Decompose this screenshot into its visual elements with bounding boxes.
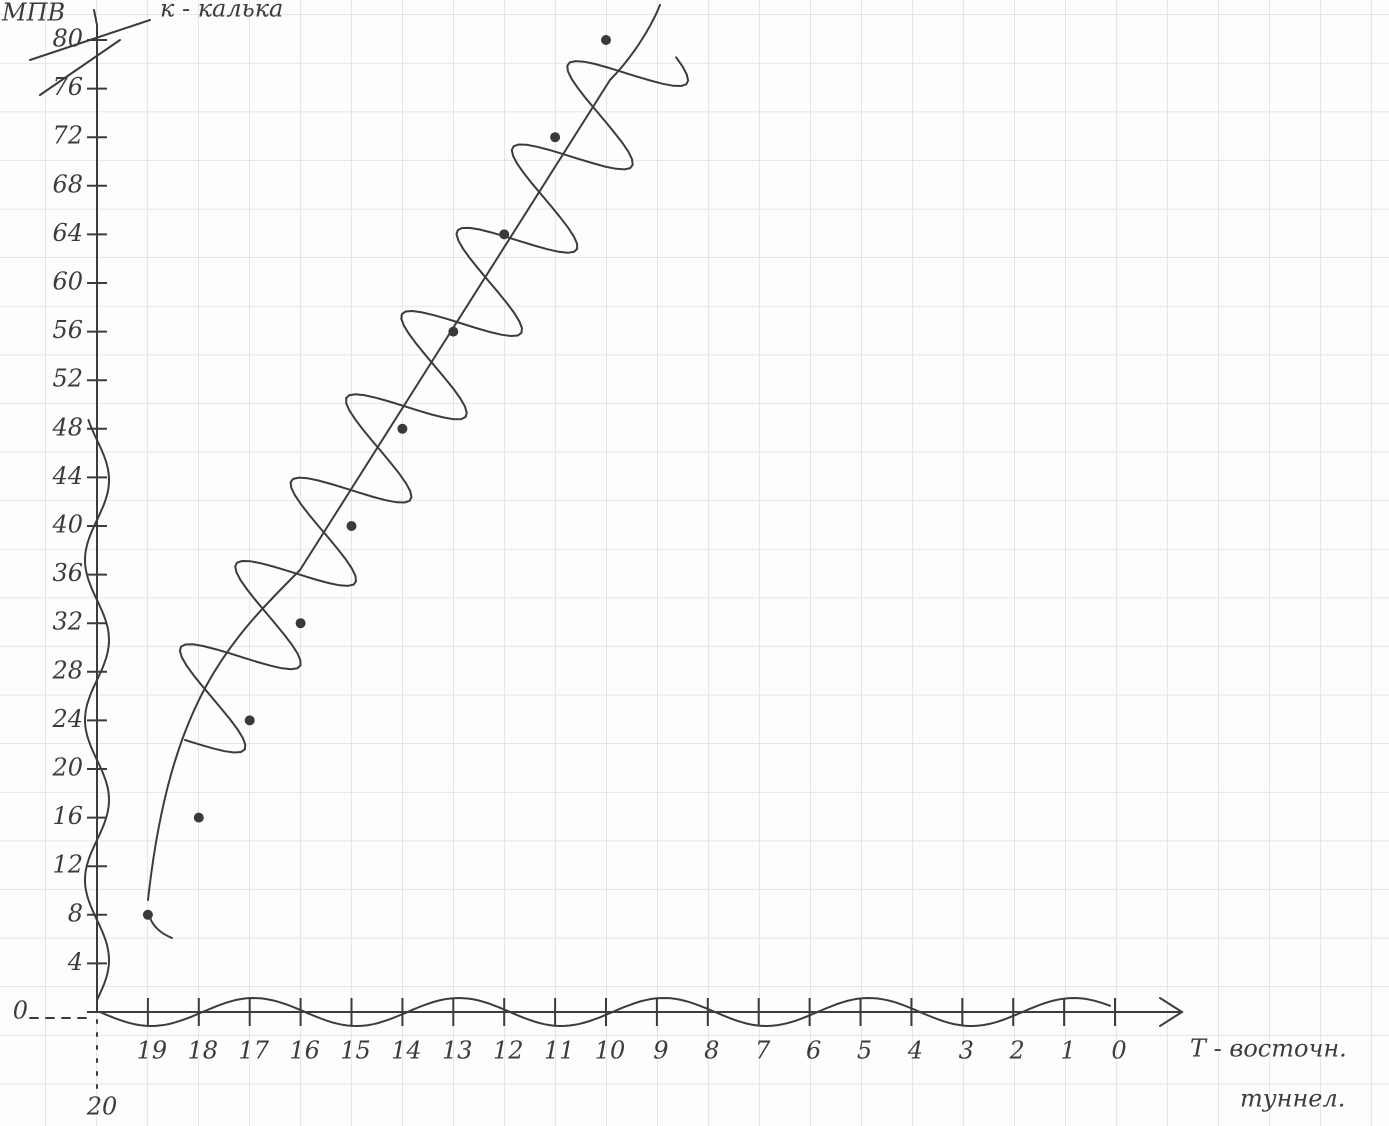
y-tick-label: 48 <box>51 413 83 441</box>
y-tick-label: 0 <box>13 997 28 1025</box>
y-tick-label: 36 <box>52 559 83 587</box>
y-tick-label: 8 <box>68 899 83 927</box>
x-tick-label: 8 <box>704 1037 719 1065</box>
y-tick-label: 32 <box>52 608 83 636</box>
x-axis-label-2: туннел. <box>1240 1085 1345 1113</box>
x-tick-label: 14 <box>391 1037 422 1065</box>
y-tick-label: 68 <box>52 170 83 198</box>
data-point <box>397 424 407 434</box>
y-axis-label: к - калька <box>160 0 283 23</box>
y-tick-label: 12 <box>52 851 83 879</box>
data-point <box>499 229 509 239</box>
x-tick-label: 9 <box>653 1037 668 1065</box>
x-tick-label: 0 <box>1111 1037 1126 1065</box>
data-point <box>448 327 458 337</box>
x-axis-label: Т - восточн. <box>1190 1035 1347 1063</box>
data-point <box>143 910 153 920</box>
x-tick-label: 11 <box>544 1037 575 1065</box>
data-point <box>194 813 204 823</box>
data-point <box>550 132 560 142</box>
x-tick-label: 12 <box>493 1037 524 1065</box>
x-tick-label: 13 <box>442 1037 473 1065</box>
x-tick-label: 6 <box>806 1037 821 1065</box>
y-tick-label: 52 <box>52 365 83 393</box>
chart-title: МПВ <box>1 0 65 27</box>
x-tick-label: 10 <box>595 1037 626 1065</box>
x-tick-label: 18 <box>188 1037 219 1065</box>
y-tick-label: 24 <box>51 705 83 733</box>
x-tick-label: 15 <box>340 1037 371 1065</box>
x-tick-label: 7 <box>755 1037 771 1065</box>
chart: МПВ к - калька Т - восточн. туннел. 0481… <box>0 0 1389 1126</box>
y-tick-label: 76 <box>52 73 83 101</box>
x-tick-label: 2 <box>1009 1037 1025 1065</box>
y-tick-label: 16 <box>52 802 83 830</box>
y-tick-label: 20 <box>51 754 83 782</box>
y-tick-label: 40 <box>51 511 83 539</box>
x-tick-label: 5 <box>857 1037 872 1065</box>
x-tick-label: 20 <box>86 1093 118 1121</box>
data-point <box>601 35 611 45</box>
y-tick-label: 60 <box>52 268 83 296</box>
data-point <box>296 618 306 628</box>
paper-grid <box>0 0 1389 1126</box>
data-point <box>347 521 357 531</box>
y-tick-label: 72 <box>52 122 83 150</box>
x-tick-label: 1 <box>1060 1037 1075 1065</box>
x-tick-label: 19 <box>137 1037 168 1065</box>
y-tick-label: 80 <box>52 25 83 53</box>
x-tick-label: 17 <box>238 1037 269 1065</box>
data-point <box>245 715 255 725</box>
y-tick-label: 64 <box>52 219 83 247</box>
x-tick-label: 4 <box>907 1037 923 1065</box>
y-tick-label: 28 <box>51 656 83 684</box>
y-tick-label: 4 <box>67 948 83 976</box>
x-tick-label: 3 <box>959 1037 974 1065</box>
y-tick-label: 44 <box>51 462 83 490</box>
y-tick-label: 56 <box>52 316 83 344</box>
x-tick-label: 16 <box>289 1037 320 1065</box>
